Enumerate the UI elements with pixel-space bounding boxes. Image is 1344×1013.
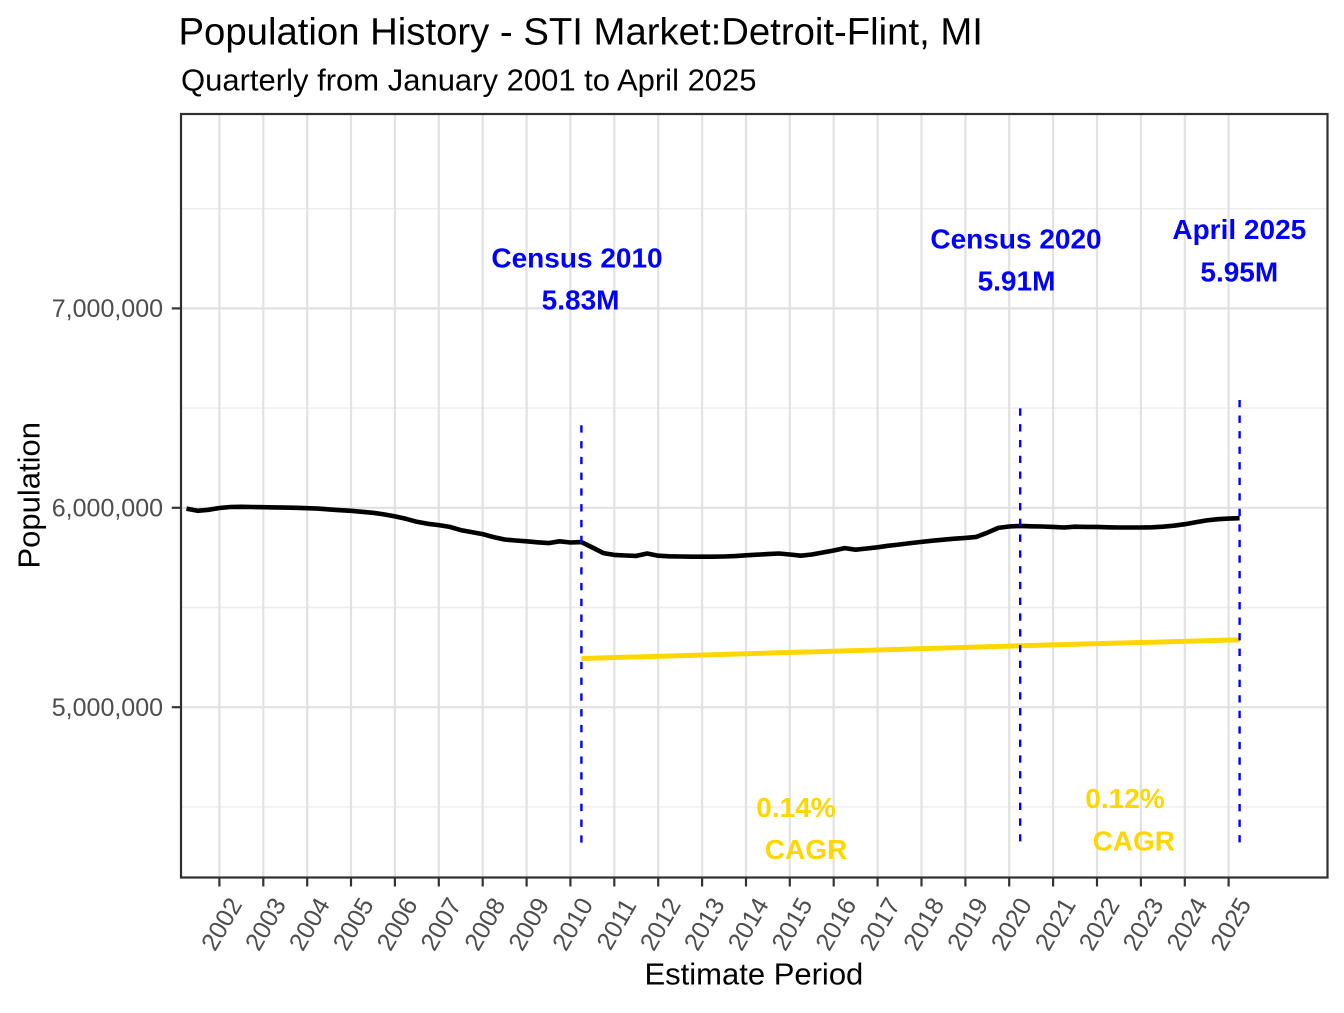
- svg-text:5.91M: 5.91M: [978, 265, 1056, 296]
- svg-text:Estimate Period: Estimate Period: [644, 957, 863, 992]
- svg-text:Census 2010: Census 2010: [491, 242, 662, 273]
- svg-text:0.14%: 0.14%: [756, 792, 835, 823]
- svg-text:CAGR: CAGR: [765, 834, 847, 865]
- svg-text:5,000,000: 5,000,000: [52, 694, 163, 722]
- svg-text:5.83M: 5.83M: [542, 284, 620, 315]
- svg-text:April 2025: April 2025: [1172, 214, 1306, 245]
- svg-text:Population: Population: [12, 422, 47, 569]
- svg-text:5.95M: 5.95M: [1200, 257, 1278, 288]
- svg-text:Quarterly from January 2001 to: Quarterly from January 2001 to April 202…: [181, 62, 757, 97]
- svg-text:CAGR: CAGR: [1093, 825, 1175, 856]
- svg-text:Census 2020: Census 2020: [930, 223, 1101, 254]
- svg-text:6,000,000: 6,000,000: [52, 495, 163, 523]
- svg-text:0.12%: 0.12%: [1085, 783, 1164, 814]
- svg-text:7,000,000: 7,000,000: [52, 295, 163, 323]
- svg-text:Population History - STI Marke: Population History - STI Market:Detroit-…: [179, 11, 983, 54]
